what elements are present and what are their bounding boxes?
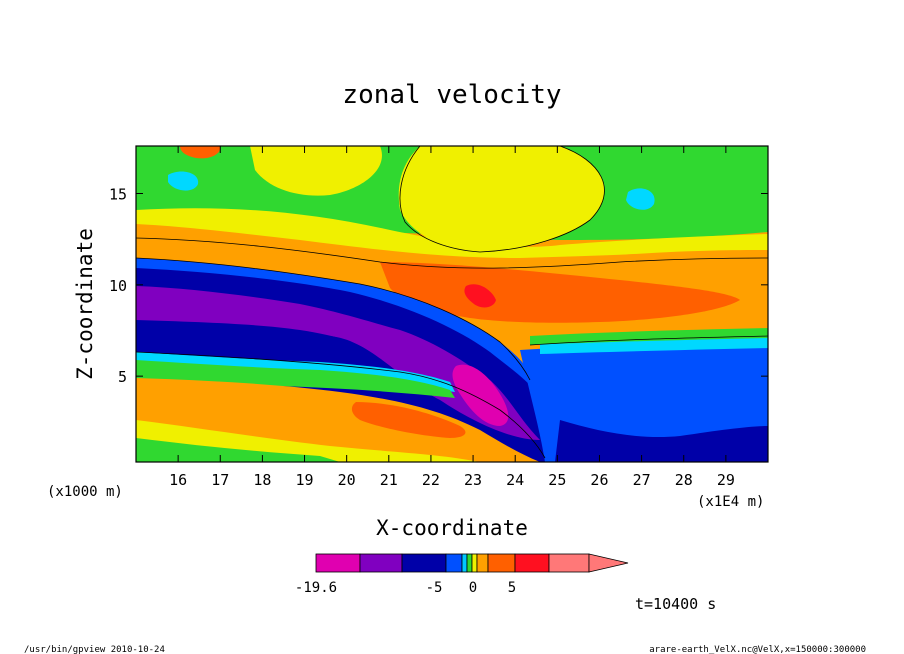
contour-line [529, 335, 768, 346]
colorbar-cell [471, 553, 478, 573]
lower-right-navy [555, 420, 768, 462]
magenta-core [452, 364, 509, 426]
y-tick-label: 5 [118, 368, 127, 386]
colorbar-cell [548, 553, 590, 573]
time-annotation: t=10400 s [635, 595, 716, 613]
x-axis-label: X-coordinate [376, 516, 528, 540]
x-tick-label: 24 [506, 471, 524, 489]
x-tick-label: 29 [717, 471, 735, 489]
x-tick-label: 21 [380, 471, 398, 489]
chart-title: zonal velocity [342, 80, 561, 110]
colorbar-cell [476, 553, 489, 573]
y-tick-label: 15 [109, 185, 127, 203]
navy-tongue-lower [136, 320, 380, 362]
x-tick-label: 26 [590, 471, 608, 489]
upper-yellow-left [250, 146, 382, 196]
x-tick-label: 17 [211, 471, 229, 489]
orange-jet-core [380, 262, 740, 323]
x-tick-label: 28 [675, 471, 693, 489]
y-unit-label: (x1000 m) [47, 484, 123, 500]
lower-left-green-bottom [136, 438, 340, 462]
contour-line [136, 237, 768, 269]
footer-right: arare-earth_VelX.nc@VelX,x=150000:300000 [649, 645, 866, 654]
plot-frame [135, 145, 769, 463]
colorbar-tick-label: -5 [426, 580, 443, 596]
y-axis-label: Z-coordinate [73, 228, 97, 380]
x-axis: 16 17 18 19 20 21 22 23 24 25 26 27 28 29 [169, 146, 735, 489]
contour-line [136, 257, 531, 381]
x-tick-label: 27 [633, 471, 651, 489]
colorbar-tick-labels: -19.6 -5 0 5 [295, 580, 516, 596]
x-tick-label: 18 [253, 471, 271, 489]
upper-cyan-1 [168, 171, 199, 191]
green-band-right [530, 328, 768, 345]
colorbar [315, 553, 629, 573]
footer-left: /usr/bin/gpview 2010-10-24 [24, 645, 165, 654]
x-unit-label: (x1E4 m) [697, 494, 764, 510]
red-jet-max [464, 284, 496, 308]
colorbar-cell [487, 553, 516, 573]
upper-yellow-plume [398, 146, 605, 252]
y-tick-label: 10 [109, 277, 127, 295]
colorbar-cell [401, 553, 447, 573]
contour-line [136, 351, 546, 459]
colorbar-cell [315, 553, 361, 573]
x-tick-label: 22 [422, 471, 440, 489]
cyan-band-right [540, 336, 768, 354]
contour-field [136, 146, 768, 462]
colorbar-cell [461, 553, 468, 573]
colorbar-cell [445, 553, 463, 573]
upper-yellow-band [136, 208, 768, 258]
x-tick-label: 25 [548, 471, 566, 489]
upper-cyan-2 [626, 188, 655, 210]
x-tick-label: 19 [296, 471, 314, 489]
colorbar-cell [466, 553, 473, 573]
colorbar-tick-label: 5 [508, 580, 516, 596]
upper-orange-spot [180, 146, 221, 159]
colorbar-extension-arrow [588, 553, 629, 573]
x-tick-label: 16 [169, 471, 187, 489]
contour-line [399, 146, 605, 253]
y-axis: 5 10 15 [109, 185, 768, 386]
colorbar-cell [514, 553, 550, 573]
colorbar-tick-label: 0 [469, 580, 477, 596]
colorbar-tick-label: -19.6 [295, 580, 337, 596]
x-tick-label: 20 [338, 471, 356, 489]
lower-left-green [136, 360, 455, 398]
colorbar-cell [359, 553, 403, 573]
lower-orange-core [351, 402, 466, 438]
x-tick-label: 23 [464, 471, 482, 489]
